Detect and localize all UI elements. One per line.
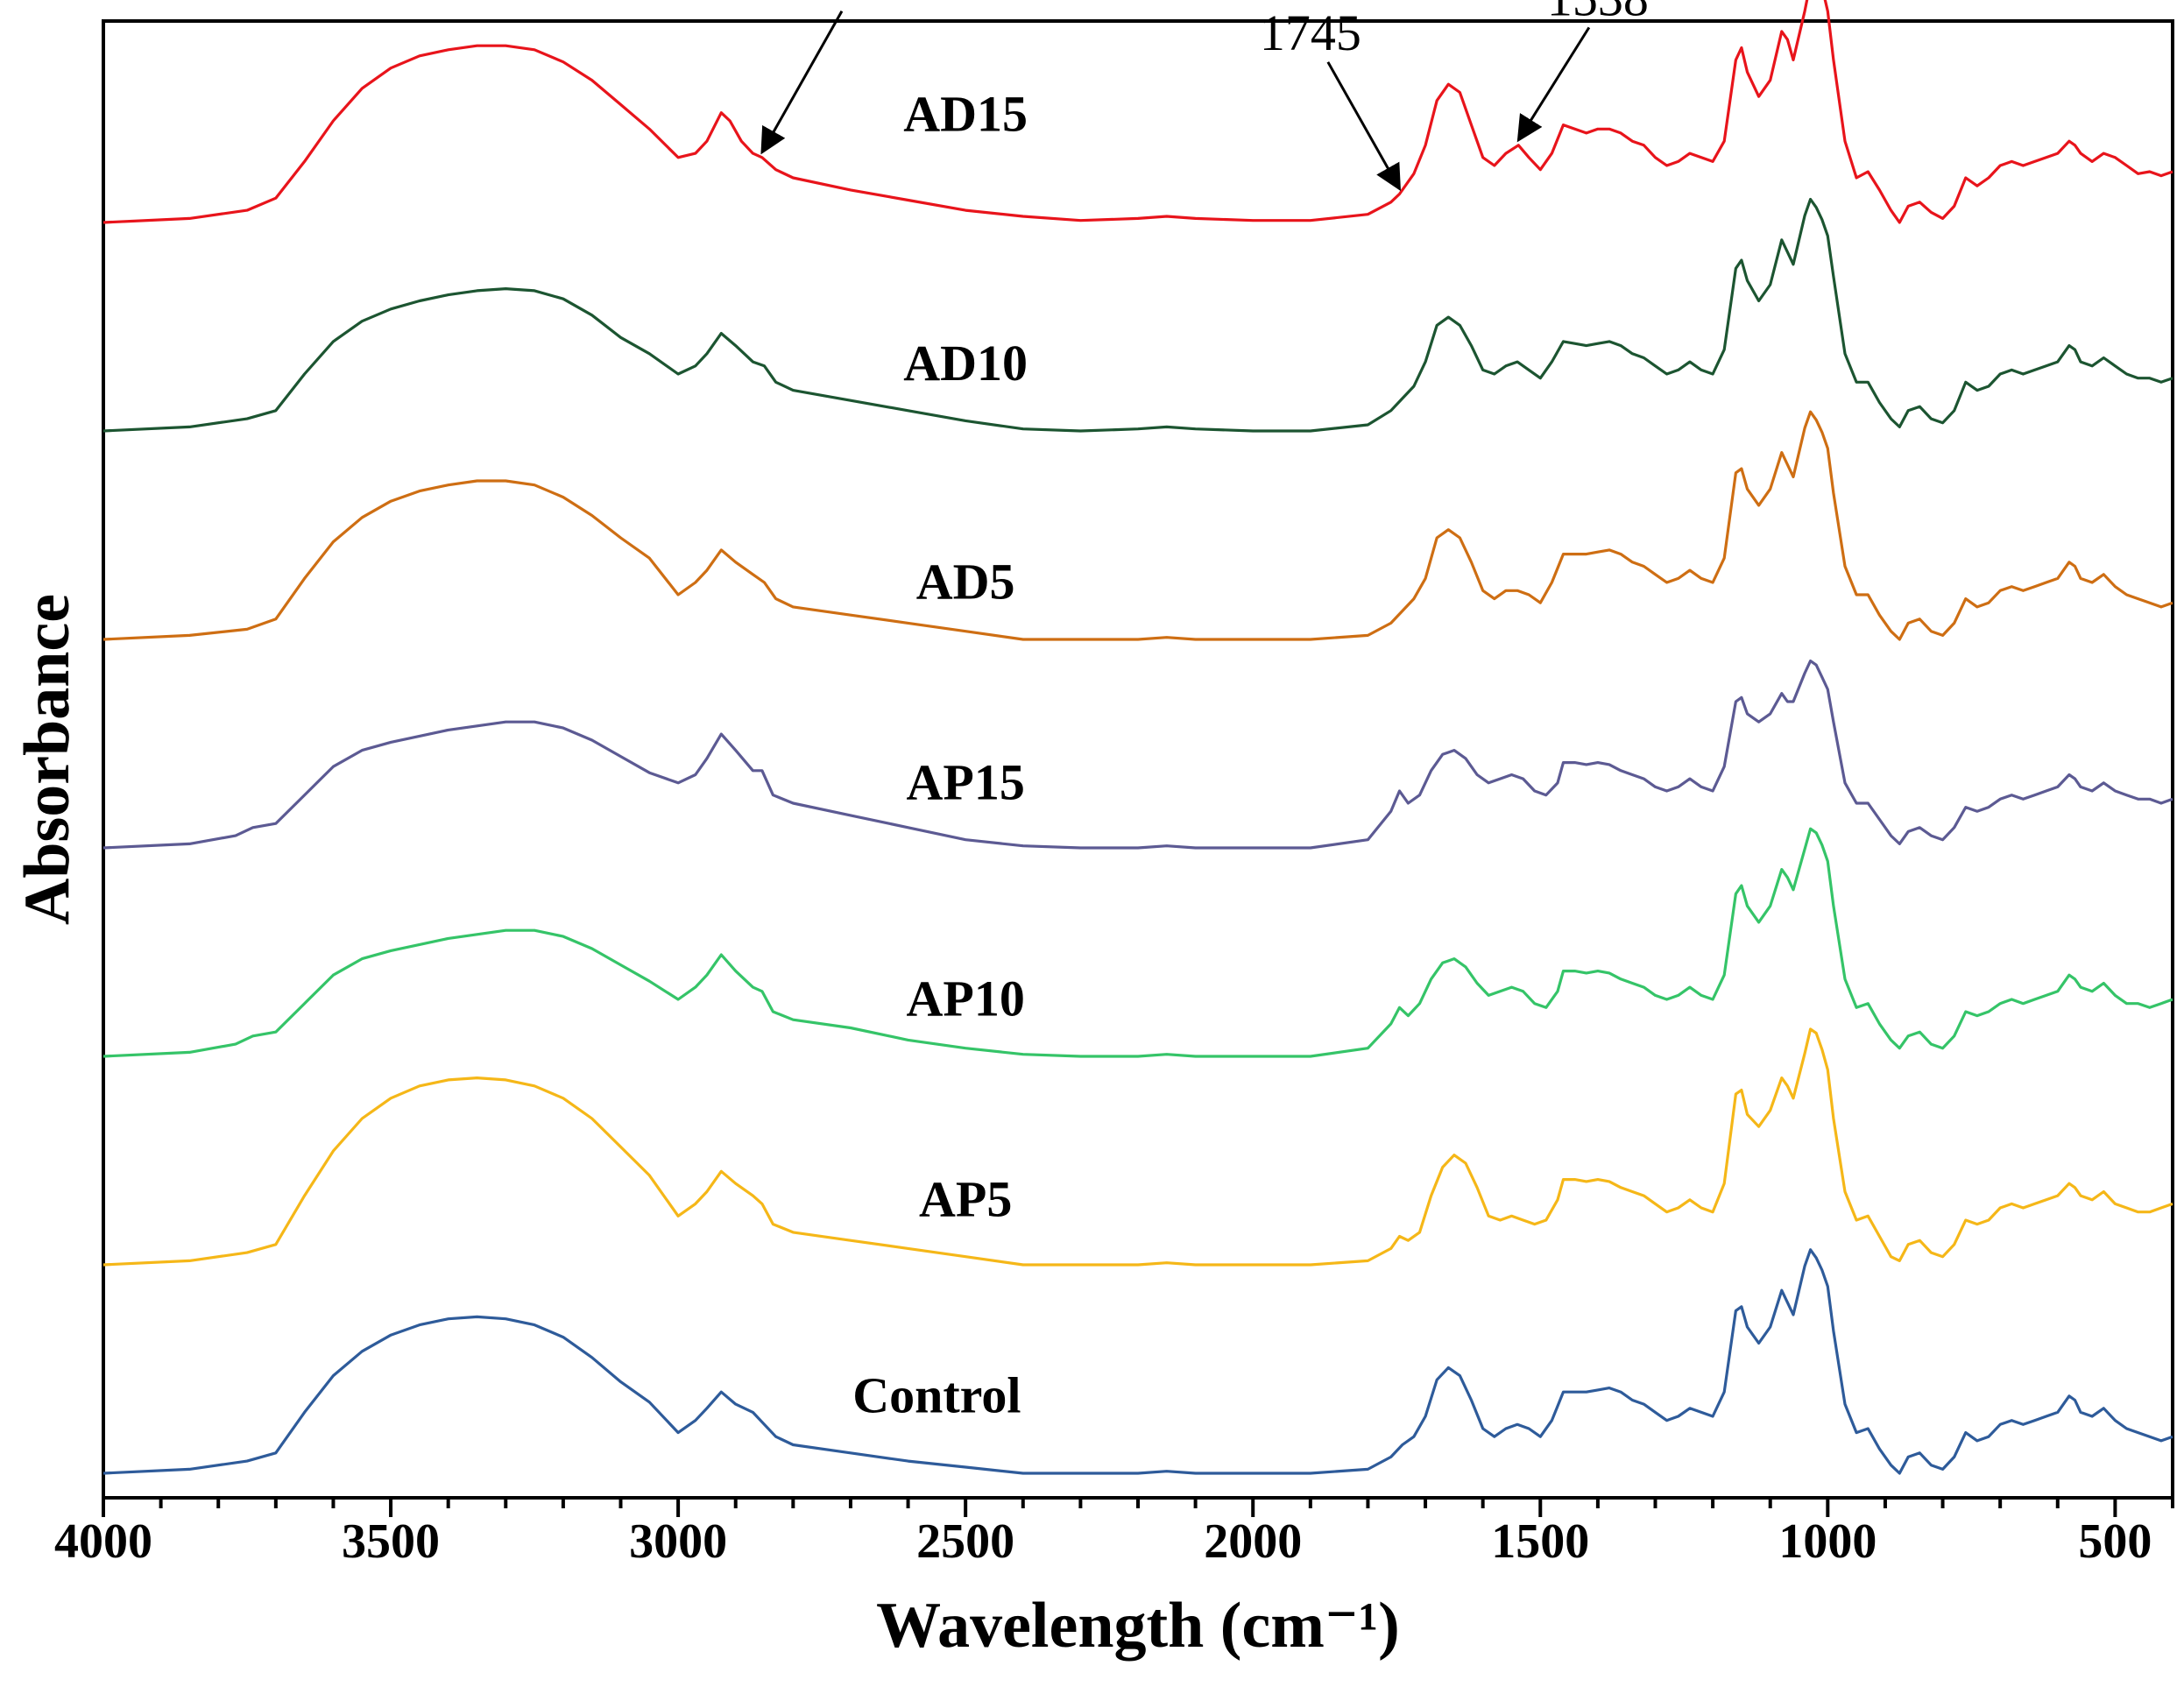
x-tick-label-2500: 2500	[916, 1514, 1014, 1569]
series-line-ad5	[102, 410, 2173, 641]
annotation-arrow-2854	[760, 11, 844, 155]
series-line-ap10	[102, 827, 2173, 1058]
series-line-ad15	[102, 0, 2173, 224]
series-label-ap5: AP5	[919, 1170, 1012, 1227]
x-axis-tick-labels: 4000 3500 3000 2500 2000 1500 1000 500	[54, 1514, 2152, 1569]
series-line-ad10	[102, 197, 2173, 433]
x-axis-title: Wavelength (cm⁻¹)	[876, 1590, 1400, 1662]
annotation-arrow-1538	[1516, 26, 1591, 143]
annotation-1538: 1538	[1547, 0, 1649, 26]
x-tick-label-500: 500	[2078, 1514, 2152, 1569]
annotation-arrow-1745	[1326, 61, 1402, 192]
x-tick-label-3000: 3000	[629, 1514, 727, 1569]
series-label-ap15: AP15	[907, 753, 1025, 810]
x-tick-label-3500: 3500	[342, 1514, 440, 1569]
series-label-control: Control	[852, 1366, 1021, 1423]
series-line-control	[102, 1248, 2173, 1475]
x-tick-label-2000: 2000	[1204, 1514, 1302, 1569]
annotation-1745: 1745	[1260, 4, 1361, 61]
x-tick-label-4000: 4000	[54, 1514, 152, 1569]
series-line-ap5	[102, 1027, 2173, 1267]
series-label-ad5: AD5	[916, 554, 1015, 611]
annotation-2854: 2854	[800, 0, 901, 11]
series-label-ad10: AD10	[903, 335, 1028, 392]
series-label-ad15: AD15	[903, 86, 1028, 143]
series-labels: AD15 AD10 AD5 AP15 AP10 AP5 Control	[852, 86, 1028, 1424]
x-tick-label-1500: 1500	[1491, 1514, 1589, 1569]
x-tick-label-1000: 1000	[1778, 1514, 1877, 1569]
y-axis-title: Absorbance	[11, 594, 83, 925]
x-axis-ticks	[102, 1498, 2174, 1517]
series-line-ap15	[102, 660, 2173, 850]
series-label-ap10: AP10	[907, 970, 1025, 1027]
series-layer	[102, 0, 2173, 1475]
annotations: 2854 1745 1538	[760, 0, 1649, 192]
plot-frame	[102, 19, 2174, 1500]
